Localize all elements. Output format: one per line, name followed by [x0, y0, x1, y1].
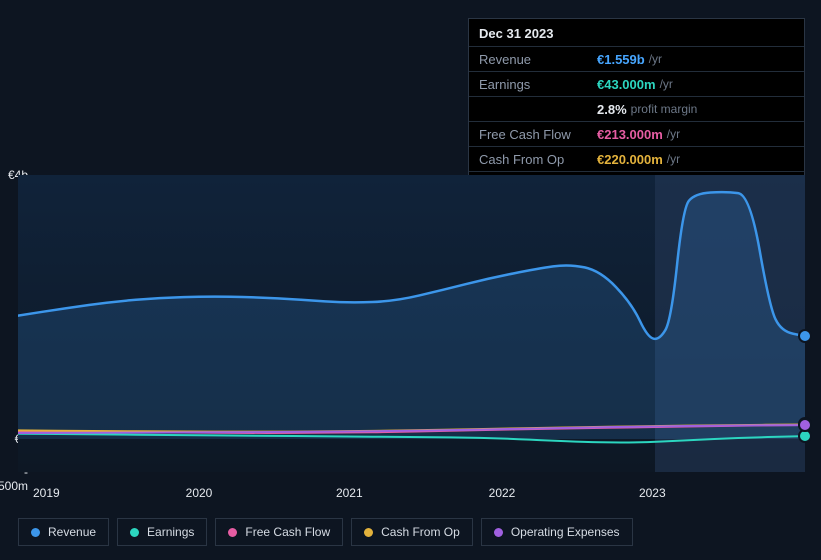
x-tick-label: 2019 — [33, 486, 60, 500]
tooltip-row-label: Earnings — [479, 78, 597, 91]
tooltip-row-label: Revenue — [479, 53, 597, 66]
x-tick-label: 2023 — [639, 486, 666, 500]
tooltip-row-value: €1.559b — [597, 53, 645, 66]
series-end-marker — [798, 329, 812, 343]
legend-label: Revenue — [48, 525, 96, 539]
tooltip: Dec 31 2023 Revenue€1.559b/yrEarnings€43… — [468, 18, 805, 197]
legend-label: Operating Expenses — [511, 525, 620, 539]
legend-label: Earnings — [147, 525, 194, 539]
plot-area[interactable] — [18, 175, 805, 472]
tooltip-row-label: Cash From Op — [479, 153, 597, 166]
tooltip-row-unit: /yr — [660, 78, 673, 90]
legend-swatch — [31, 528, 40, 537]
legend-swatch — [364, 528, 373, 537]
legend-item[interactable]: Earnings — [117, 518, 207, 546]
chart-container: Dec 31 2023 Revenue€1.559b/yrEarnings€43… — [0, 0, 821, 560]
series-area — [18, 192, 805, 439]
tooltip-row-unit: /yr — [667, 128, 680, 140]
x-tick-label: 2022 — [489, 486, 516, 500]
legend-label: Free Cash Flow — [245, 525, 330, 539]
tooltip-row-unit: /yr — [667, 153, 680, 165]
legend-item[interactable]: Operating Expenses — [481, 518, 633, 546]
legend: Revenue Earnings Free Cash Flow Cash From O… — [18, 518, 633, 546]
tooltip-row-unit: /yr — [649, 53, 662, 65]
legend-item[interactable]: Revenue — [18, 518, 109, 546]
tooltip-row-value: €43.000m — [597, 78, 656, 91]
tooltip-row: Cash From Op€220.000m/yr — [469, 146, 804, 171]
legend-swatch — [228, 528, 237, 537]
tooltip-row: 2.8% profit margin — [469, 96, 804, 121]
legend-item[interactable]: Cash From Op — [351, 518, 473, 546]
legend-item[interactable]: Free Cash Flow — [215, 518, 343, 546]
legend-swatch — [130, 528, 139, 537]
tooltip-row: Free Cash Flow€213.000m/yr — [469, 121, 804, 146]
legend-swatch — [494, 528, 503, 537]
x-tick-label: 2020 — [186, 486, 213, 500]
tooltip-row-value: 2.8% — [597, 103, 627, 116]
tooltip-row: Revenue€1.559b/yr — [469, 46, 804, 71]
tooltip-row-label: Free Cash Flow — [479, 128, 597, 141]
tooltip-row-unit: profit margin — [631, 103, 698, 115]
tooltip-row: Earnings€43.000m/yr — [469, 71, 804, 96]
tooltip-title: Dec 31 2023 — [469, 19, 804, 46]
tooltip-row-value: €220.000m — [597, 153, 663, 166]
x-axis: 2019 2020 2021 2022 2023 — [18, 486, 805, 502]
series-canvas — [18, 175, 805, 472]
legend-label: Cash From Op — [381, 525, 460, 539]
series-end-marker — [798, 418, 812, 432]
tooltip-row-value: €213.000m — [597, 128, 663, 141]
x-tick-label: 2021 — [336, 486, 363, 500]
